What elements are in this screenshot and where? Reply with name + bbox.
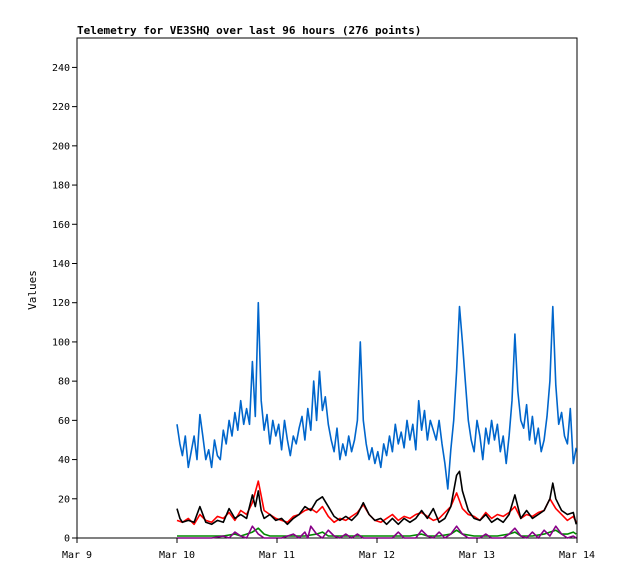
y-axis: 0 20 40 60 80 100 120 140 160 180 200 220 240 [52,63,77,545]
y-tick-label: 60 [58,416,70,427]
y-tick-label: 20 [58,494,70,505]
y-axis-label: Values [26,270,39,310]
x-tick-label: Mar 13 [459,550,495,561]
y-tick-label: 140 [52,259,70,270]
x-tick-label: Mar 11 [259,550,295,561]
series-layer [176,301,577,539]
x-tick-label: Mar 12 [359,550,395,561]
x-tick-label: Mar 10 [159,550,195,561]
plot-area [76,37,578,539]
x-tick-label: Mar 14 [559,550,595,561]
y-tick-label: 240 [52,63,70,74]
x-axis: Mar 9 Mar 10 Mar 11 Mar 12 Mar 13 Mar 14 [62,538,595,561]
y-tick-label: 220 [52,102,70,113]
series-line-2 [176,470,577,526]
y-tick-label: 0 [64,534,70,545]
series-line-0 [176,301,577,490]
x-tick-label: Mar 9 [62,550,92,561]
chart-title: Telemetry for VE3SHQ over last 96 hours … [77,24,422,37]
y-tick-label: 200 [52,141,70,152]
y-tick-label: 80 [58,377,70,388]
series-line-4 [177,525,577,539]
y-tick-label: 100 [52,337,70,348]
series-line-1 [176,480,577,526]
y-tick-label: 180 [52,181,70,192]
y-tick-label: 120 [52,298,70,309]
y-tick-label: 160 [52,220,70,231]
y-tick-label: 40 [58,455,70,466]
